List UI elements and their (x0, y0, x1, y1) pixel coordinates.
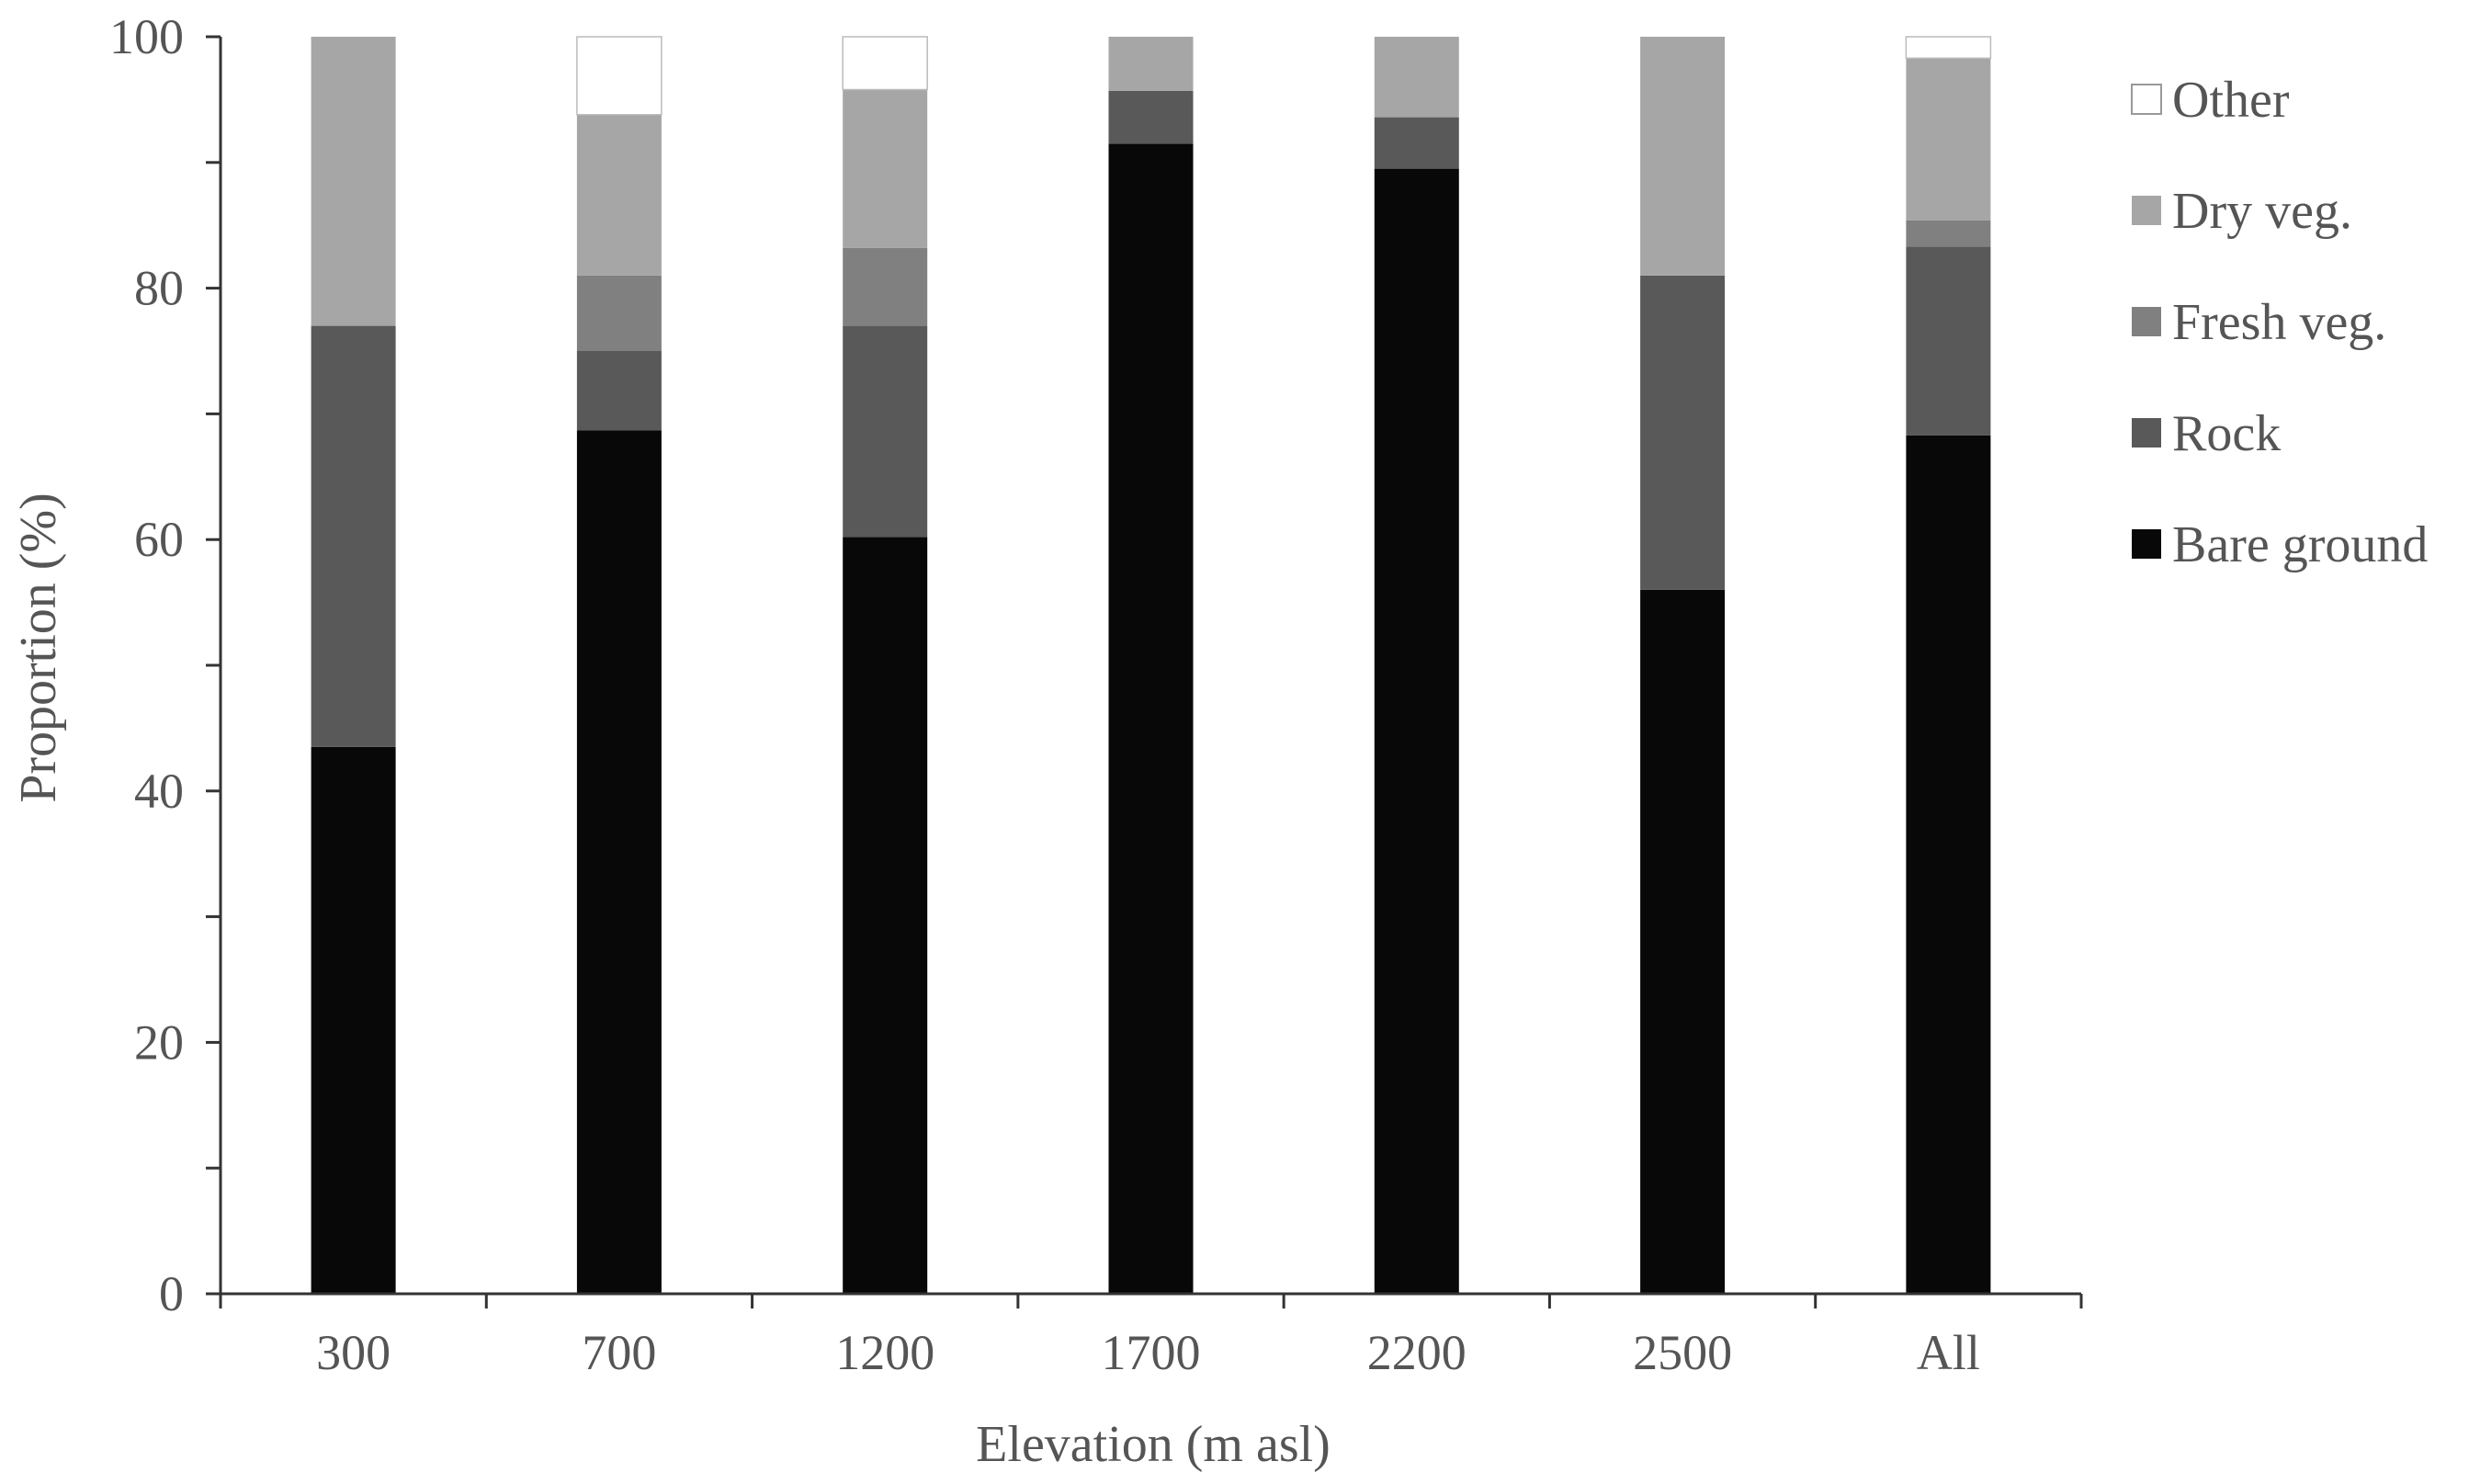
bar-segment-2200-s3 (1374, 37, 1459, 118)
bar-segment-all-s4 (1905, 36, 1992, 60)
x-tick-label: All (1917, 1325, 1980, 1380)
x-tick-label: 2200 (1367, 1325, 1466, 1380)
bar-segment-2200-s1 (1374, 117, 1459, 169)
bar-segment-all-s2 (1906, 220, 1991, 247)
legend-label: Bare ground (2172, 516, 2428, 573)
y-tick-label: 60 (134, 512, 184, 567)
bar-segment-1200-s1 (843, 325, 928, 538)
bar-segment-all-s3 (1906, 58, 1991, 221)
x-tick-label: 1700 (1102, 1325, 1201, 1380)
bar-segment-1700-s0 (1108, 143, 1194, 1294)
x-tick-label: 1200 (835, 1325, 934, 1380)
x-axis-title: Elevation (m asl) (976, 1416, 1331, 1473)
y-tick-label: 0 (159, 1266, 184, 1321)
bar-segment-300-s0 (311, 746, 396, 1294)
bar-segment-700-s1 (576, 351, 662, 431)
y-tick-label: 80 (134, 261, 184, 316)
bar-segment-1200-s3 (843, 89, 928, 248)
legend-label: Other (2172, 72, 2290, 129)
legend-swatch (2132, 307, 2161, 336)
bar-segment-700-s3 (576, 114, 662, 276)
x-tick-label: 2500 (1633, 1325, 1732, 1380)
tick-labels-group: 0 20 40 60 80 100 300 700 1200 1700 2200 2500 All (109, 9, 1980, 1380)
bar-segment-2500-s1 (1640, 275, 1726, 590)
bar-segment-300-s3 (311, 37, 396, 326)
x-tick-label: 700 (582, 1325, 656, 1380)
bars-group (311, 36, 1992, 1295)
bar-segment-1200-s2 (843, 247, 928, 326)
legend-swatch (2132, 529, 2161, 559)
x-tick-label: 300 (316, 1325, 391, 1380)
y-tick-label: 20 (134, 1014, 184, 1070)
legend-label: Fresh veg. (2172, 294, 2386, 351)
bar-segment-2500-s3 (1640, 37, 1726, 276)
bar-segment-700-s0 (576, 430, 662, 1294)
y-tick-label: 100 (109, 9, 184, 64)
bar-segment-700-s2 (576, 275, 662, 351)
y-tick-label: 40 (134, 764, 184, 819)
bar-segment-1200-s0 (843, 537, 928, 1294)
bar-segment-2500-s0 (1640, 589, 1726, 1294)
bar-segment-all-s0 (1906, 435, 1991, 1294)
legend-swatch (2132, 418, 2161, 447)
legend-label: Dry veg. (2172, 183, 2352, 240)
bar-segment-1700-s3 (1108, 37, 1194, 91)
bar-segment-1200-s4 (842, 36, 928, 91)
legend-label: Rock (2172, 405, 2281, 462)
bar-segment-700-s4 (576, 36, 662, 116)
legend-swatch (2131, 84, 2162, 115)
legend: Other Dry veg. Fresh veg. Rock Bare ground (2131, 72, 2428, 573)
y-axis-title: Proportion (%) (10, 493, 67, 803)
axes-group (206, 35, 2083, 1308)
bar-segment-300-s1 (311, 325, 396, 747)
legend-swatch (2132, 196, 2161, 225)
bar-segment-2200-s0 (1374, 168, 1459, 1295)
bar-segment-1700-s1 (1108, 90, 1194, 144)
bar-segment-all-s1 (1906, 246, 1991, 436)
